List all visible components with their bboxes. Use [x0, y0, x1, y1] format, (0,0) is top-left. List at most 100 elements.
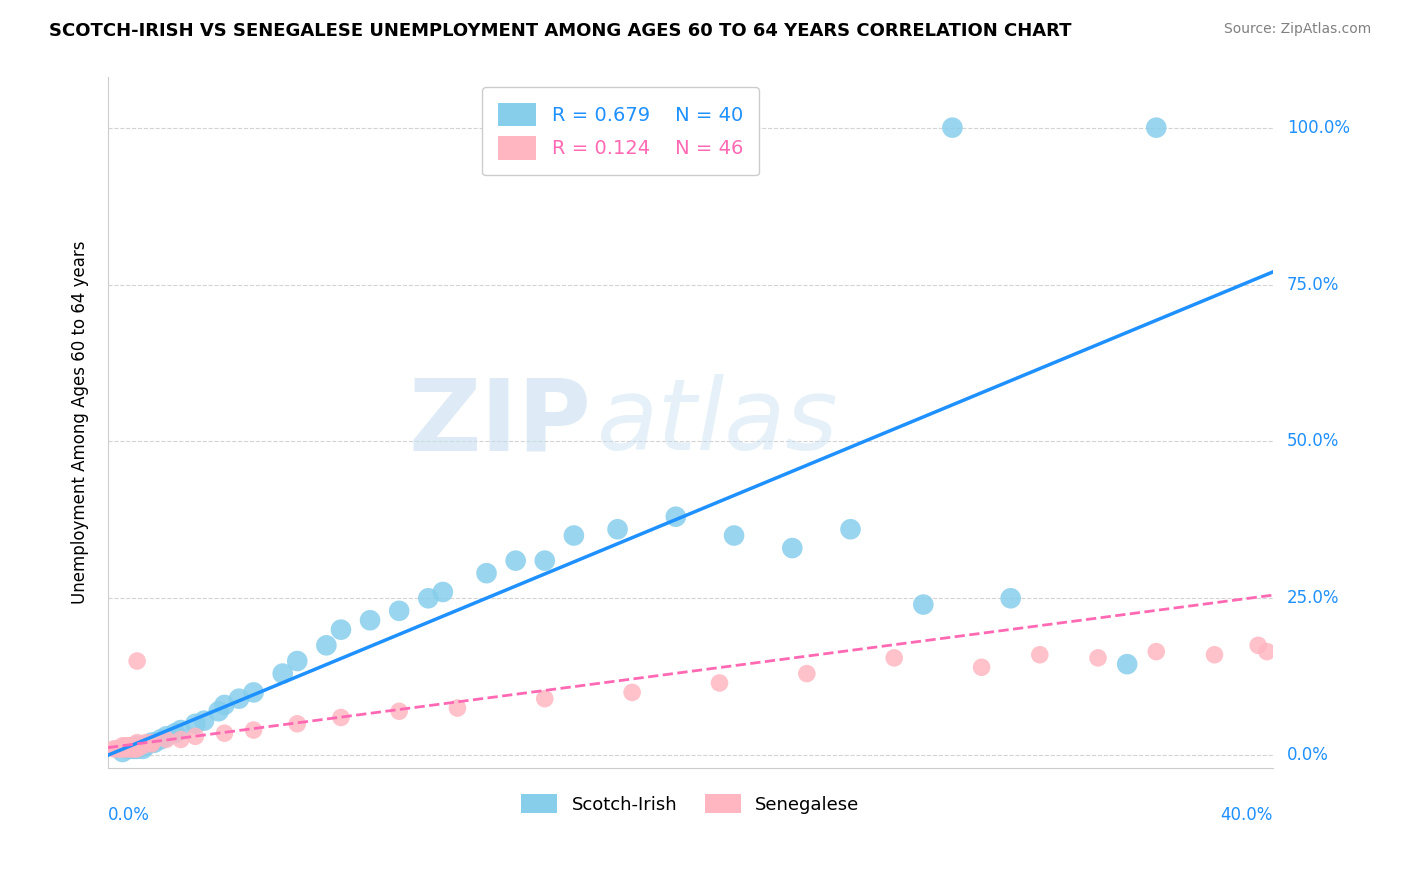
- Point: [117, 742, 139, 756]
- Point: [141, 737, 163, 751]
- Point: [214, 726, 236, 740]
- Point: [170, 723, 193, 737]
- Point: [143, 736, 166, 750]
- Point: [1144, 120, 1167, 135]
- Point: [155, 732, 177, 747]
- Legend: Scotch-Irish, Senegalese: Scotch-Irish, Senegalese: [515, 787, 866, 821]
- Point: [111, 739, 134, 753]
- Point: [108, 742, 131, 756]
- Point: [782, 541, 804, 555]
- Point: [163, 726, 186, 740]
- Point: [214, 698, 236, 712]
- Point: [970, 660, 993, 674]
- Point: [117, 742, 139, 756]
- Point: [155, 729, 177, 743]
- Point: [135, 739, 157, 753]
- Point: [208, 704, 231, 718]
- Point: [127, 654, 149, 668]
- Point: [122, 742, 145, 756]
- Point: [562, 528, 585, 542]
- Text: Source: ZipAtlas.com: Source: ZipAtlas.com: [1223, 22, 1371, 37]
- Point: [883, 651, 905, 665]
- Point: [533, 691, 555, 706]
- Point: [359, 613, 381, 627]
- Point: [1087, 651, 1109, 665]
- Point: [120, 739, 142, 753]
- Text: 0.0%: 0.0%: [1286, 746, 1329, 764]
- Point: [271, 666, 294, 681]
- Point: [242, 723, 264, 737]
- Point: [1144, 645, 1167, 659]
- Text: 100.0%: 100.0%: [1286, 119, 1350, 136]
- Text: 75.0%: 75.0%: [1286, 276, 1339, 293]
- Point: [170, 732, 193, 747]
- Text: atlas: atlas: [598, 374, 839, 471]
- Point: [120, 742, 142, 756]
- Point: [111, 742, 134, 756]
- Point: [796, 666, 818, 681]
- Point: [120, 742, 142, 756]
- Point: [446, 701, 468, 715]
- Point: [839, 522, 862, 536]
- Point: [242, 685, 264, 699]
- Text: 25.0%: 25.0%: [1286, 590, 1340, 607]
- Point: [114, 740, 136, 755]
- Point: [111, 745, 134, 759]
- Point: [432, 585, 454, 599]
- Text: ZIP: ZIP: [409, 374, 592, 471]
- Point: [132, 742, 155, 756]
- Point: [193, 714, 215, 728]
- Point: [149, 732, 172, 747]
- Point: [127, 742, 149, 756]
- Point: [505, 554, 527, 568]
- Point: [1256, 645, 1278, 659]
- Point: [533, 554, 555, 568]
- Point: [329, 710, 352, 724]
- Point: [621, 685, 644, 699]
- Point: [127, 740, 149, 755]
- Point: [941, 120, 963, 135]
- Point: [141, 736, 163, 750]
- Point: [141, 736, 163, 750]
- Point: [127, 739, 149, 753]
- Point: [606, 522, 628, 536]
- Point: [285, 654, 308, 668]
- Point: [103, 742, 125, 756]
- Point: [127, 736, 149, 750]
- Point: [127, 742, 149, 756]
- Point: [388, 704, 411, 718]
- Point: [723, 528, 745, 542]
- Point: [329, 623, 352, 637]
- Point: [315, 638, 337, 652]
- Point: [1000, 591, 1022, 606]
- Point: [120, 740, 142, 755]
- Point: [184, 729, 207, 743]
- Text: 40.0%: 40.0%: [1220, 805, 1272, 823]
- Point: [117, 740, 139, 755]
- Point: [228, 691, 250, 706]
- Point: [285, 716, 308, 731]
- Point: [184, 716, 207, 731]
- Point: [132, 739, 155, 753]
- Point: [665, 509, 688, 524]
- Point: [122, 742, 145, 756]
- Point: [114, 739, 136, 753]
- Point: [117, 739, 139, 753]
- Point: [1204, 648, 1226, 662]
- Text: 50.0%: 50.0%: [1286, 433, 1339, 450]
- Point: [475, 566, 498, 581]
- Y-axis label: Unemployment Among Ages 60 to 64 years: Unemployment Among Ages 60 to 64 years: [72, 241, 89, 604]
- Text: 0.0%: 0.0%: [108, 805, 150, 823]
- Point: [105, 742, 128, 756]
- Point: [114, 742, 136, 756]
- Text: SCOTCH-IRISH VS SENEGALESE UNEMPLOYMENT AMONG AGES 60 TO 64 YEARS CORRELATION CH: SCOTCH-IRISH VS SENEGALESE UNEMPLOYMENT …: [49, 22, 1071, 40]
- Point: [388, 604, 411, 618]
- Point: [709, 676, 731, 690]
- Point: [135, 736, 157, 750]
- Point: [912, 598, 935, 612]
- Point: [1247, 638, 1270, 652]
- Point: [1116, 657, 1139, 672]
- Point: [1029, 648, 1052, 662]
- Point: [122, 740, 145, 755]
- Point: [127, 739, 149, 753]
